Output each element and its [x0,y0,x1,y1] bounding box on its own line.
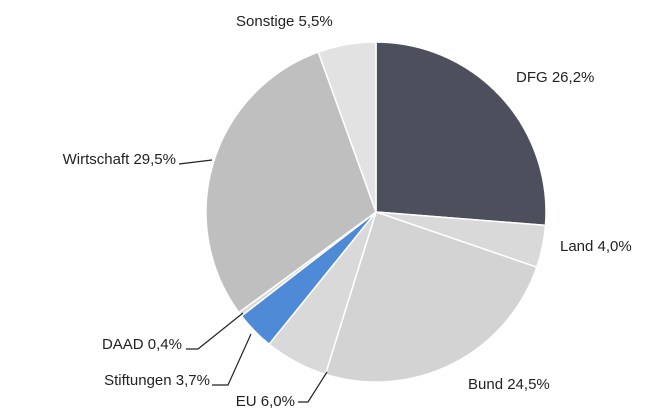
category-label: DAAD [102,336,144,353]
slice-label: DAAD 0,4% [102,336,182,353]
pie-slice [375,41,547,227]
value-label: 26,2% [552,69,595,86]
leader-line [298,371,328,403]
slice-label: EU 6,0% [236,393,295,410]
slice-label: Land 4,0% [560,238,632,255]
leader-line [212,333,252,386]
category-label: Bund [468,376,503,393]
pie-slice [324,211,538,383]
category-label: Sonstige [236,13,294,30]
value-label: 6,0% [261,393,295,410]
value-label: 5,5% [299,13,333,30]
leader-line [178,159,213,165]
value-label: 29,5% [133,151,176,168]
value-label: 0,4% [148,336,182,353]
pie-slice [317,41,377,213]
category-label: Land [560,238,593,255]
slice-label: Stiftungen 3,7% [104,372,210,389]
slice-label: Wirtschaft 29,5% [63,151,176,168]
slice-label: DFG 26,2% [516,69,594,86]
value-label: 24,5% [507,376,550,393]
slice-label: Bund 24,5% [468,376,550,393]
value-label: 3,7% [176,372,210,389]
category-label: Stiftungen [104,372,172,389]
category-label: EU [236,393,257,410]
pie-slice [205,51,377,314]
category-label: Wirtschaft [63,151,131,168]
category-label: DFG [516,69,548,86]
value-label: 4,0% [598,238,632,255]
leader-line [186,312,244,350]
slice-label: Sonstige 5,5% [236,13,333,30]
